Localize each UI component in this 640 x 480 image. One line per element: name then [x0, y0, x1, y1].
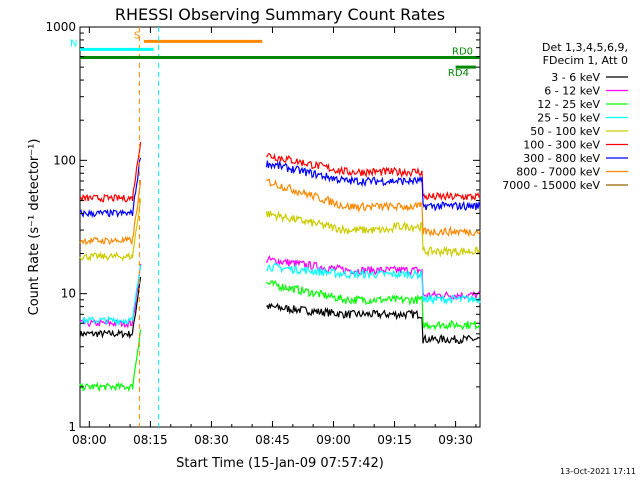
- series-line-pre-800-7000-kev: [79, 179, 142, 246]
- series-line-post-50-100-kev: [265, 210, 481, 258]
- series-line-post-300-800-kev: [265, 160, 481, 212]
- legend-label: 3 - 6 keV: [551, 71, 600, 84]
- legend-label: 100 - 300 keV: [523, 139, 600, 152]
- annotation-label-s: S: [134, 30, 140, 41]
- series-line-pre-6-12-kev: [79, 263, 142, 329]
- x-tick-label: 09:30: [438, 433, 473, 447]
- annotation-label-rd4: RD4: [448, 68, 469, 79]
- annotation-label-n: N: [70, 38, 77, 49]
- y-tick-label: 1000: [45, 20, 76, 34]
- legend-label: 6 - 12 keV: [544, 85, 600, 98]
- plot-frame: [79, 26, 481, 428]
- series-line-pre-25-50-kev: [79, 265, 142, 327]
- series-line-post-800-7000-kev: [266, 178, 481, 238]
- x-tick-label: 08:15: [133, 433, 168, 447]
- y-axis-label: Count Rate (s⁻¹ detector⁻¹): [27, 139, 42, 316]
- chart-title: RHESSI Observing Summary Count Rates: [115, 5, 445, 24]
- legend-header: Det 1,3,4,5,6,9,: [542, 41, 628, 54]
- series-line-post-25-50-kev: [266, 262, 481, 306]
- legend-label: 300 - 800 keV: [523, 152, 600, 165]
- legend-header: FDecim 1, Att 0: [543, 54, 628, 67]
- x-tick-label: 08:45: [255, 433, 290, 447]
- x-tick-label: 08:00: [72, 433, 107, 447]
- y-tick-label: 10: [61, 287, 76, 301]
- series-line-pre-3-6-kev: [79, 276, 142, 339]
- x-tick-label: 09:00: [316, 433, 351, 447]
- series-line-post-6-12-kev: [265, 255, 481, 301]
- series-line-pre-300-800-kev: [79, 157, 142, 219]
- generation-timestamp: 13-Oct-2021 17:11: [560, 467, 636, 476]
- series-line-post-100-300-kev: [265, 152, 481, 202]
- x-tick-label: 09:15: [377, 433, 412, 447]
- legend-label: 7000 - 15000 keV: [502, 179, 600, 192]
- legend-label: 25 - 50 keV: [537, 112, 600, 125]
- legend-label: 12 - 25 keV: [537, 98, 600, 111]
- y-tick-label: 100: [53, 153, 76, 167]
- series-line-pre-100-300-kev: [79, 141, 142, 203]
- y-tick-label: 1: [68, 420, 76, 434]
- series-line-post-12-25-kev: [265, 280, 481, 331]
- legend-label: 800 - 7000 keV: [516, 166, 600, 179]
- annotation-label-rd0: RD0: [452, 47, 473, 58]
- legend-label: 50 - 100 keV: [530, 125, 600, 138]
- x-tick-label: 08:30: [194, 433, 229, 447]
- series-line-pre-50-100-kev: [79, 198, 142, 262]
- series-line-post-3-6-kev: [266, 302, 481, 345]
- x-axis-label: Start Time (15-Jan-09 07:57:42): [176, 456, 384, 471]
- series-line-pre-12-25-kev: [79, 329, 142, 393]
